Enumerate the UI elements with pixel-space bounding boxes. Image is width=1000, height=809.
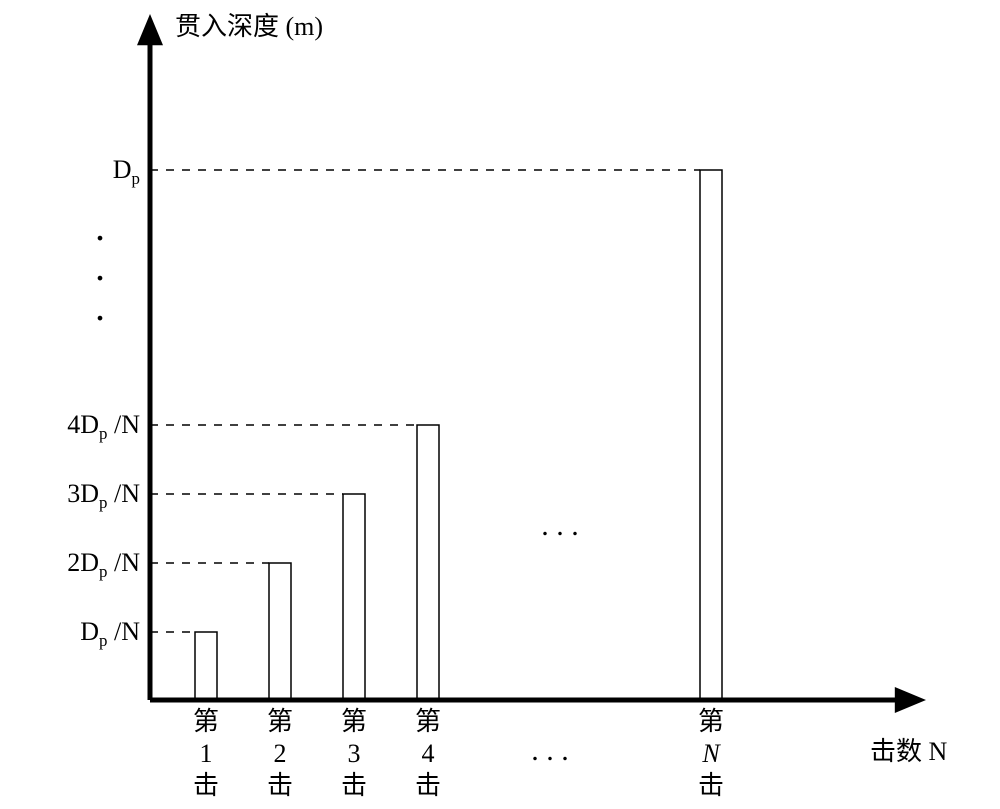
penetration-depth-bar-chart: 贯入深度 (m) 击数 N Dp /N 2Dp /N 3Dp /N 4Dp /N Dp...… (0, 0, 1000, 809)
x-tick-label-b4-l2: 击 (415, 771, 441, 800)
x-tick-label-b1-l0: 第 (193, 707, 219, 736)
y-tick-label-t3: 3Dp /N (67, 479, 140, 512)
x-tick-label-b3-l2: 击 (341, 771, 367, 800)
x-tick-label-bN-l2: 击 (698, 771, 724, 800)
y-tick-label-t2: 2Dp /N (67, 548, 140, 581)
x-axis-title: 击数 N (870, 737, 948, 766)
x-tick-label-b4-l0: 第 (415, 707, 441, 736)
x-tick-label-b2-l1: 2 (274, 739, 287, 768)
bar-b3 (343, 494, 365, 700)
bottom-ellipsis: . . . (531, 734, 569, 767)
y-axis-arrowhead (137, 14, 163, 45)
x-tick-label-bN-l1: N (701, 739, 721, 768)
bar-bN (700, 170, 722, 700)
y-tick-label-tN: Dp (113, 155, 140, 188)
x-tick-label-b1-l2: 击 (193, 771, 219, 800)
y-axis-title: 贯入深度 (m) (175, 12, 323, 41)
y-axis-ellipsis-dot: . (95, 284, 105, 329)
x-tick-label-b3-l1: 3 (348, 739, 361, 768)
y-axis-ellipsis-dot: . (95, 244, 105, 289)
x-tick-label-b2-l2: 击 (267, 771, 293, 800)
bar-b4 (417, 425, 439, 700)
mid-ellipsis: . . . (541, 509, 579, 542)
y-tick-label-t1: Dp /N (80, 617, 140, 650)
x-tick-label-b1-l1: 1 (200, 739, 213, 768)
y-tick-label-t4: 4Dp /N (67, 410, 140, 443)
x-tick-label-b2-l0: 第 (267, 707, 293, 736)
x-tick-label-b3-l0: 第 (341, 707, 367, 736)
x-tick-label-b4-l1: 4 (422, 739, 435, 768)
bar-b1 (195, 632, 217, 700)
bar-b2 (269, 563, 291, 700)
y-axis-ellipsis-dot: . (95, 204, 105, 249)
x-tick-label-bN-l0: 第 (698, 707, 724, 736)
x-axis-arrowhead (895, 687, 926, 713)
